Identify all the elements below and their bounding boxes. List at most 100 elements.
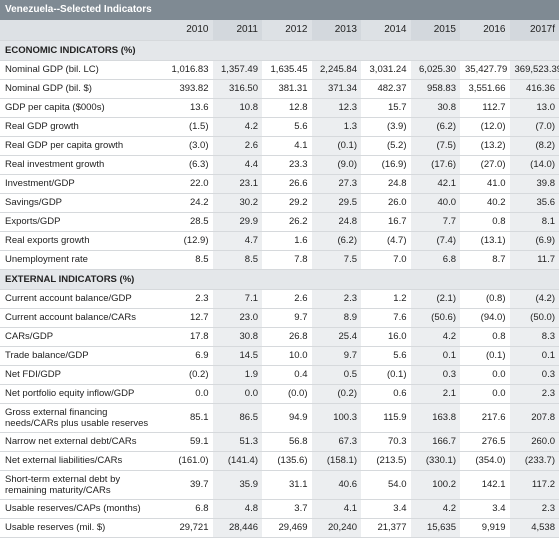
table-cell: 29.5 <box>311 193 361 213</box>
table-cell: 30.8 <box>410 98 460 118</box>
table-cell: 0.4 <box>262 365 312 385</box>
table-cell: 26.8 <box>262 327 312 347</box>
table-cell: 13.6 <box>163 98 213 118</box>
table-cell: 0.0 <box>460 384 510 404</box>
table-cell: (1.5) <box>163 117 213 137</box>
table-cell: 316.50 <box>212 79 262 99</box>
row-label: Current account balance/GDP <box>0 289 163 309</box>
table-row: Net FDI/GDP (0.2) 1.9 0.4 0.5 (0.1) 0.3 0.0 0.3 <box>0 365 559 385</box>
table-cell: 2.3 <box>509 384 559 404</box>
year-header: 2011 <box>212 20 262 41</box>
table-cell: 85.1 <box>163 403 213 433</box>
table-body: 2010 2011 2012 2013 2014 2015 2016 2017f… <box>0 20 559 538</box>
table-row: Current account balance/GDP 2.3 7.1 2.6 2.3 1… <box>0 289 559 309</box>
table-cell: 11.7 <box>509 250 559 270</box>
table-cell: (16.9) <box>361 155 411 175</box>
table-cell: 26.0 <box>361 193 411 213</box>
table-row: Real GDP growth (1.5) 4.2 5.6 1.3 (3.9) (6.2)(… <box>0 117 559 137</box>
table-cell: 217.6 <box>460 403 510 433</box>
table-cell: 1,357.49 <box>212 60 262 80</box>
table-cell: 40.6 <box>311 470 361 500</box>
table-cell: (17.6) <box>410 155 460 175</box>
table-cell: 0.0 <box>163 384 213 404</box>
table-row: Current account balance/CARs 12.7 23.0 9.7 8… <box>0 308 559 328</box>
table-cell: 3,551.66 <box>460 79 510 99</box>
table-cell: 6.8 <box>163 499 213 519</box>
table-cell: 8.5 <box>163 250 213 270</box>
table-cell: 1.9 <box>212 365 262 385</box>
table-cell: 9,919 <box>460 518 510 538</box>
table-cell: 381.31 <box>262 79 312 99</box>
table-cell: 142.1 <box>460 470 510 500</box>
table-cell: 12.8 <box>262 98 312 118</box>
table-cell: (135.6) <box>262 451 312 471</box>
table-cell: (8.2) <box>509 136 559 156</box>
table-cell: 39.7 <box>163 470 213 500</box>
table-cell: 4.1 <box>311 499 361 519</box>
table-cell: 7.0 <box>361 250 411 270</box>
table-cell: (0.8) <box>460 289 510 309</box>
table-cell: 70.3 <box>361 432 411 452</box>
table-cell: 22.0 <box>163 174 213 194</box>
table-cell: 7.1 <box>212 289 262 309</box>
table-cell: 59.1 <box>163 432 213 452</box>
table-cell: 12.3 <box>311 98 361 118</box>
table-cell: (12.0) <box>460 117 510 137</box>
table-cell: (50.6) <box>410 308 460 328</box>
table-cell: 276.5 <box>460 432 510 452</box>
table-cell: (0.0) <box>262 384 312 404</box>
table-cell: 3.4 <box>460 499 510 519</box>
table-row: Trade balance/GDP 6.9 14.5 10.0 9.7 5.6 0.1 (0.… <box>0 346 559 366</box>
year-header-row: 2010 2011 2012 2013 2014 2015 2016 2017f <box>0 20 559 41</box>
row-label: Real investment growth <box>0 155 163 175</box>
table-row: Real investment growth (6.3) 4.4 23.3 (9.0)(… <box>0 155 559 175</box>
row-label: Real GDP per capita growth <box>0 136 163 156</box>
table-cell: 12.7 <box>163 308 213 328</box>
table-cell: 0.8 <box>460 327 510 347</box>
row-label: Real GDP growth <box>0 117 163 137</box>
table-cell: 31.1 <box>262 470 312 500</box>
table-cell: 3.4 <box>361 499 411 519</box>
table-cell: 4.2 <box>212 117 262 137</box>
table-cell: (13.1) <box>460 231 510 251</box>
table-cell: 14.5 <box>212 346 262 366</box>
year-header: 2012 <box>262 20 312 41</box>
table-cell: 7.8 <box>262 250 312 270</box>
table-row: Usable reserves (mil. $) 29,721 28,446 29,4… <box>0 518 559 538</box>
table-cell: 26.2 <box>262 212 312 232</box>
table-cell: 16.7 <box>361 212 411 232</box>
table-cell: (9.0) <box>311 155 361 175</box>
table-cell: 23.0 <box>212 308 262 328</box>
table-cell: 15,635 <box>410 518 460 538</box>
table-cell: 17.8 <box>163 327 213 347</box>
table-cell: 4.4 <box>212 155 262 175</box>
table-cell: 0.0 <box>460 365 510 385</box>
table-cell: (354.0) <box>460 451 510 471</box>
table-cell: 6.8 <box>410 250 460 270</box>
table-cell: (4.2) <box>509 289 559 309</box>
table-cell: 51.3 <box>212 432 262 452</box>
table-cell: 67.3 <box>311 432 361 452</box>
table-cell: 35.9 <box>212 470 262 500</box>
table-cell: (7.4) <box>410 231 460 251</box>
table-cell: 369,523.39 <box>509 60 559 80</box>
table-cell: 1,635.45 <box>262 60 312 80</box>
section-header: EXTERNAL INDICATORS (%) <box>0 269 559 290</box>
table-cell: (233.7) <box>509 451 559 471</box>
table-cell: (158.1) <box>311 451 361 471</box>
table-cell: (3.0) <box>163 136 213 156</box>
table-cell: 40.0 <box>410 193 460 213</box>
table-cell: (4.7) <box>361 231 411 251</box>
table-cell: 7.5 <box>311 250 361 270</box>
table-cell: 100.3 <box>311 403 361 433</box>
table-cell: 15.7 <box>361 98 411 118</box>
table-cell: 56.8 <box>262 432 312 452</box>
table-cell: (6.3) <box>163 155 213 175</box>
table-cell: 4.2 <box>410 327 460 347</box>
table-cell: 9.7 <box>311 346 361 366</box>
table-cell: 5.6 <box>262 117 312 137</box>
table-cell: (2.1) <box>410 289 460 309</box>
table-cell: 30.2 <box>212 193 262 213</box>
table-row: Net portfolio equity inflow/GDP 0.0 0.0 (0.… <box>0 384 559 404</box>
row-label: Unemployment rate <box>0 250 163 270</box>
